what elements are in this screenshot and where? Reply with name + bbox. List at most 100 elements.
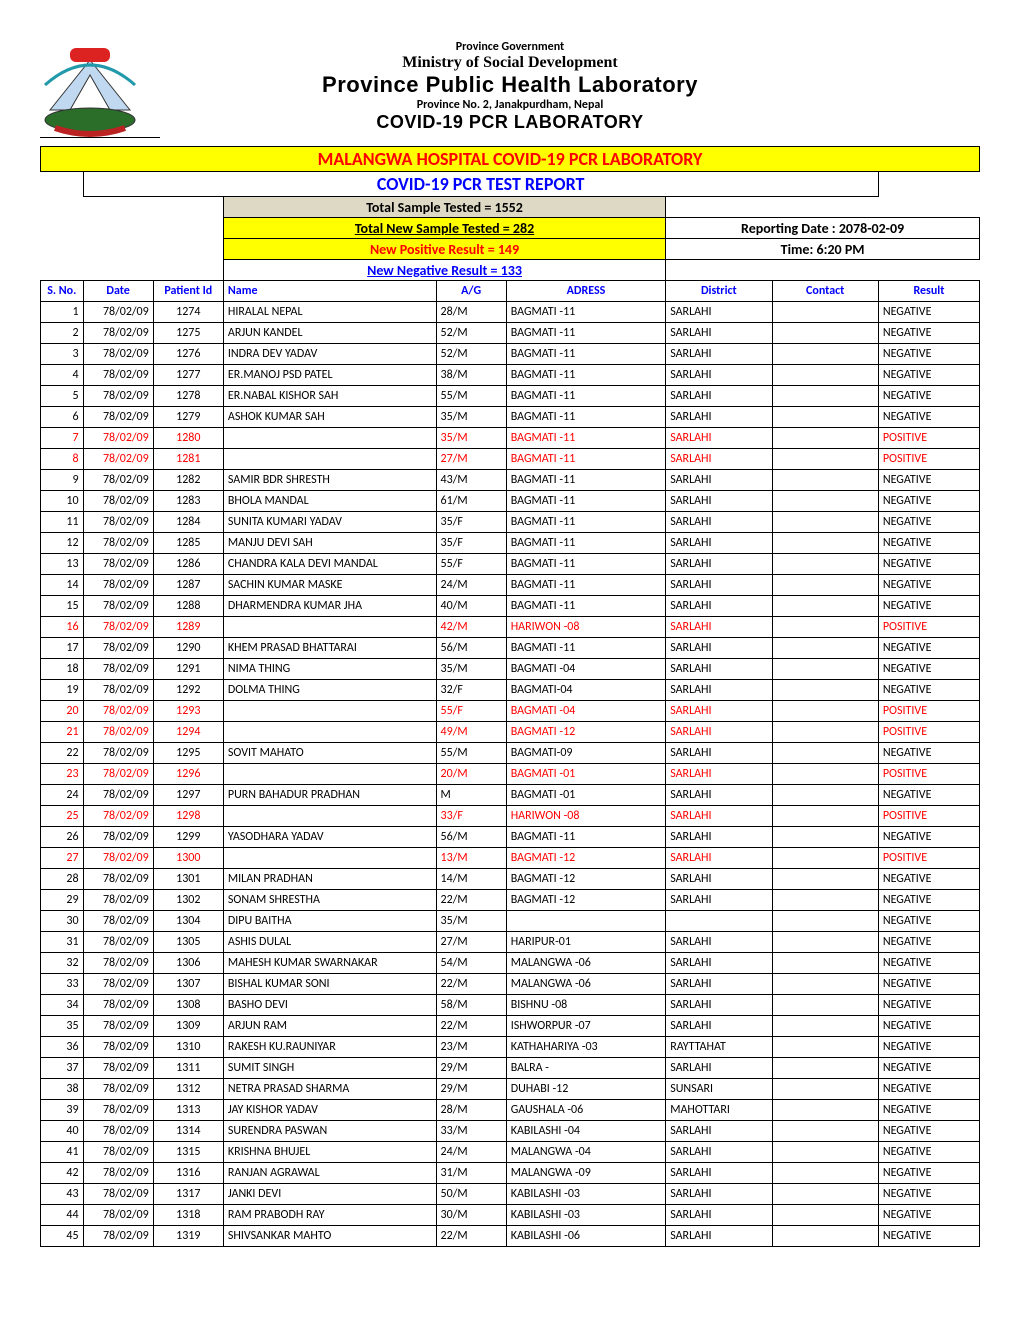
cell-contact xyxy=(772,491,878,512)
cell-dist: SARLAHI xyxy=(666,470,772,491)
cell-pid: 1281 xyxy=(153,449,223,470)
cell-date: 78/02/09 xyxy=(83,344,153,365)
cell-addr: BAGMATI -11 xyxy=(506,386,665,407)
cell-contact xyxy=(772,911,878,932)
table-row: 878/02/09128127/MBAGMATI -11SARLAHIPOSIT… xyxy=(41,449,980,470)
cell-sno: 33 xyxy=(41,974,84,995)
cell-date: 78/02/09 xyxy=(83,785,153,806)
cell-dist: SARLAHI xyxy=(666,344,772,365)
cell-contact xyxy=(772,680,878,701)
col-dist: District xyxy=(666,281,772,302)
col-contact: Contact xyxy=(772,281,878,302)
cell-addr: BAGMATI -11 xyxy=(506,428,665,449)
cell-dist: SARLAHI xyxy=(666,1205,772,1226)
cell-date: 78/02/09 xyxy=(83,911,153,932)
cell-dist: SARLAHI xyxy=(666,995,772,1016)
cell-sno: 45 xyxy=(41,1226,84,1247)
cell-dist: SARLAHI xyxy=(666,302,772,323)
cell-contact xyxy=(772,827,878,848)
cell-ag: 28/M xyxy=(436,302,506,323)
cell-addr: BAGMATI -11 xyxy=(506,491,665,512)
table-row: 2478/02/091297PURN BAHADUR PRADHANMBAGMA… xyxy=(41,785,980,806)
table-row: 1278/02/091285MANJU DEVI SAH35/FBAGMATI … xyxy=(41,533,980,554)
cell-result: NEGATIVE xyxy=(878,323,979,344)
cell-dist: MAHOTTARI xyxy=(666,1100,772,1121)
cell-dist: SARLAHI xyxy=(666,491,772,512)
cell-ag: 52/M xyxy=(436,344,506,365)
cell-pid: 1315 xyxy=(153,1142,223,1163)
table-row: 3678/02/091310RAKESH KU.RAUNIYAR23/MKATH… xyxy=(41,1037,980,1058)
cell-contact xyxy=(772,323,878,344)
cell-pid: 1298 xyxy=(153,806,223,827)
cell-ag: 56/M xyxy=(436,638,506,659)
cell-pid: 1313 xyxy=(153,1100,223,1121)
cell-dist: SARLAHI xyxy=(666,449,772,470)
cell-result: POSITIVE xyxy=(878,722,979,743)
cell-sno: 13 xyxy=(41,554,84,575)
cell-contact xyxy=(772,1205,878,1226)
cell-pid: 1299 xyxy=(153,827,223,848)
cell-name xyxy=(223,449,436,470)
cell-name: SURENDRA PASWAN xyxy=(223,1121,436,1142)
province-text: Province No. 2, Janakpurdham, Nepal xyxy=(322,98,698,112)
cell-sno: 4 xyxy=(41,365,84,386)
cell-pid: 1295 xyxy=(153,743,223,764)
cell-ag: M xyxy=(436,785,506,806)
cell-dist: SARLAHI xyxy=(666,617,772,638)
cell-sno: 7 xyxy=(41,428,84,449)
table-row: 4278/02/091316RANJAN AGRAWAL31/MMALANGWA… xyxy=(41,1163,980,1184)
cell-result: NEGATIVE xyxy=(878,827,979,848)
cell-date: 78/02/09 xyxy=(83,1121,153,1142)
cell-contact xyxy=(772,554,878,575)
table-row: 978/02/091282SAMIR BDR SHRESTH43/MBAGMAT… xyxy=(41,470,980,491)
col-pid: Patient Id xyxy=(153,281,223,302)
cell-dist: SARLAHI xyxy=(666,1058,772,1079)
cell-ag: 55/F xyxy=(436,701,506,722)
cell-ag: 28/M xyxy=(436,1100,506,1121)
cell-name: SHIVSANKAR MAHTO xyxy=(223,1226,436,1247)
cell-date: 78/02/09 xyxy=(83,1226,153,1247)
cell-dist: RAYTTAHAT xyxy=(666,1037,772,1058)
cell-ag: 54/M xyxy=(436,953,506,974)
cell-ag: 55/F xyxy=(436,554,506,575)
cell-date: 78/02/09 xyxy=(83,428,153,449)
document-header: Province Government Ministry of Social D… xyxy=(40,40,980,138)
cell-addr: KATHAHARIYA -03 xyxy=(506,1037,665,1058)
table-row: 2278/02/091295SOVIT MAHATO55/MBAGMATI-09… xyxy=(41,743,980,764)
cell-result: NEGATIVE xyxy=(878,596,979,617)
cell-date: 78/02/09 xyxy=(83,323,153,344)
col-ag: A/G xyxy=(436,281,506,302)
cell-contact xyxy=(772,1079,878,1100)
cell-ag: 50/M xyxy=(436,1184,506,1205)
cell-addr: BALRA - xyxy=(506,1058,665,1079)
total-tested: Total Sample Tested = 1552 xyxy=(223,197,665,218)
cell-pid: 1283 xyxy=(153,491,223,512)
cell-dist: SARLAHI xyxy=(666,764,772,785)
cell-addr: BAGMATI -12 xyxy=(506,848,665,869)
cell-pid: 1314 xyxy=(153,1121,223,1142)
table-row: 3878/02/091312NETRA PRASAD SHARMA29/MDUH… xyxy=(41,1079,980,1100)
cell-name: ASHOK KUMAR SAH xyxy=(223,407,436,428)
cell-pid: 1280 xyxy=(153,428,223,449)
cell-sno: 41 xyxy=(41,1142,84,1163)
cell-ag: 35/F xyxy=(436,512,506,533)
cell-dist: SARLAHI xyxy=(666,365,772,386)
cell-ag: 30/M xyxy=(436,1205,506,1226)
cell-sno: 34 xyxy=(41,995,84,1016)
cell-result: NEGATIVE xyxy=(878,890,979,911)
cell-ag: 38/M xyxy=(436,365,506,386)
cell-sno: 1 xyxy=(41,302,84,323)
cell-sno: 28 xyxy=(41,869,84,890)
cell-addr: KABILASHI -03 xyxy=(506,1184,665,1205)
cell-result: POSITIVE xyxy=(878,449,979,470)
cell-dist: SARLAHI xyxy=(666,1016,772,1037)
cell-contact xyxy=(772,806,878,827)
cell-pid: 1293 xyxy=(153,701,223,722)
cell-date: 78/02/09 xyxy=(83,974,153,995)
cell-addr: BAGMATI-04 xyxy=(506,680,665,701)
cell-pid: 1318 xyxy=(153,1205,223,1226)
cell-date: 78/02/09 xyxy=(83,449,153,470)
cell-result: NEGATIVE xyxy=(878,785,979,806)
cell-addr: MALANGWA -06 xyxy=(506,974,665,995)
cell-contact xyxy=(772,701,878,722)
